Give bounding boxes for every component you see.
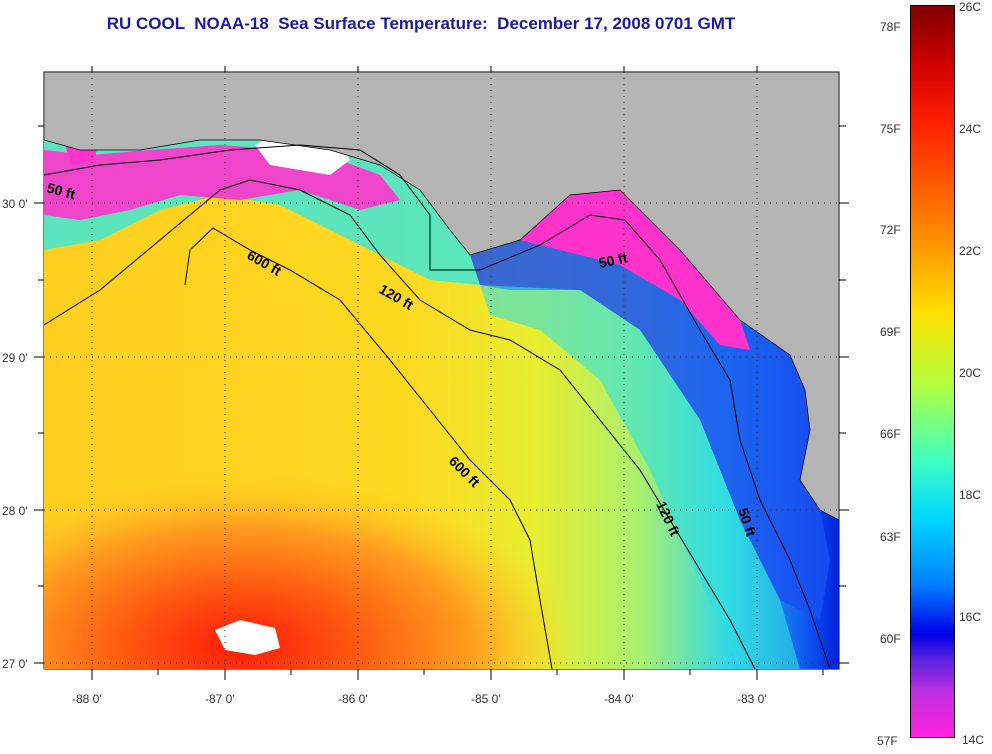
warm-core xyxy=(44,380,604,669)
lon-label: -88 0' xyxy=(72,692,102,706)
contour-label: 50 ft xyxy=(45,179,77,202)
colorbar-f-label: 66F xyxy=(880,427,901,441)
lon-label: -87 0' xyxy=(205,692,235,706)
graticule xyxy=(44,72,839,669)
lat-label: 29 0' xyxy=(2,351,28,365)
colorbar-gradient xyxy=(911,6,954,737)
colorbar-c-label: 20C xyxy=(959,366,982,380)
colorbar-f-label: 78F xyxy=(880,20,901,34)
bigbend-cyan-fringe xyxy=(480,285,800,669)
lat-label: 30 0' xyxy=(2,197,28,211)
lon-label: -83 0' xyxy=(737,692,767,706)
colorbar-c-label: 24C xyxy=(959,122,982,136)
cloud-patch-south xyxy=(215,620,280,655)
colorbar-f-label: 75F xyxy=(880,122,901,136)
colorbar-c-label: 18C xyxy=(959,488,982,502)
contour-label: 50 ft xyxy=(597,249,629,271)
colorbar-c-label: 22C xyxy=(959,244,982,258)
temperature-colorbar xyxy=(910,5,955,738)
lon-label: -84 0' xyxy=(604,692,634,706)
isobath-50ft xyxy=(44,144,831,669)
colorbar-f-label: 60F xyxy=(880,632,901,646)
map-title: RU COOL NOAA-18 Sea Surface Temperature:… xyxy=(106,14,736,33)
colorbar-f-label: 72F xyxy=(880,223,901,237)
colorbar-f-label: 63F xyxy=(880,530,901,544)
lon-label: -86 0' xyxy=(338,692,368,706)
frame-ticks xyxy=(34,66,849,680)
bigbend-cold-water xyxy=(470,190,830,620)
lat-label: 28 0' xyxy=(2,504,28,518)
colorbar-f-label: 69F xyxy=(880,325,901,339)
lon-label: -85 0' xyxy=(471,692,501,706)
isobath-120ft xyxy=(44,179,756,669)
isobath-600ft xyxy=(184,227,553,669)
colorbar-f-label: 57F xyxy=(877,734,898,748)
colorbar-c-label: 14C xyxy=(962,733,985,747)
lat-label: 27 0' xyxy=(2,657,28,671)
colorbar-c-label: 16C xyxy=(959,610,982,624)
colorbar-c-label: 26C xyxy=(959,0,982,14)
land-florida xyxy=(43,71,840,521)
cold-patch-bigbend xyxy=(520,190,750,350)
